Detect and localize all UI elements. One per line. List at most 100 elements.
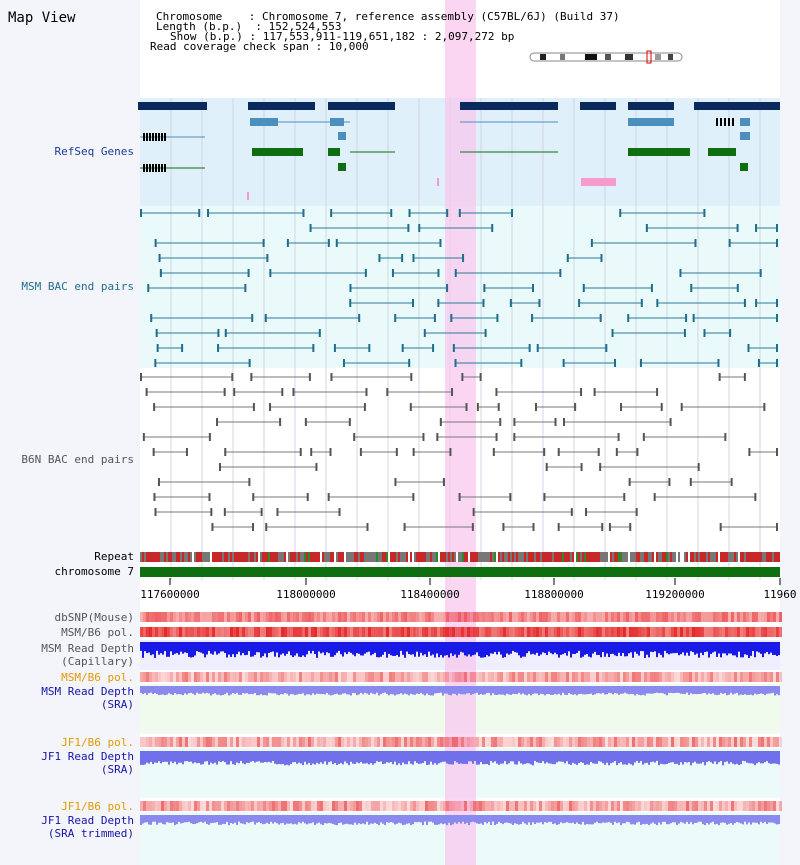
repeat-mark (598, 552, 600, 562)
heat-cell (719, 801, 722, 811)
heat-cell (446, 612, 449, 622)
depth-bar (340, 751, 342, 764)
depth-bar (542, 686, 544, 695)
track-label-msm-bac[interactable]: MSM BAC end pairs (21, 280, 134, 293)
track-label-b6n-bac[interactable]: B6N BAC end pairs (21, 453, 134, 466)
depth-bar (334, 815, 336, 825)
depth-bar (640, 815, 642, 825)
heat-cell (380, 627, 383, 637)
repeat-mark (504, 552, 506, 562)
depth-bar (486, 686, 488, 693)
heat-cell (362, 737, 365, 747)
depth-bar (196, 686, 198, 693)
gene-block (628, 148, 690, 156)
repeat-mark (614, 552, 616, 562)
depth-bar (368, 751, 370, 765)
bac-end (680, 403, 683, 411)
depth-bar (630, 642, 632, 653)
heat-cell (239, 672, 242, 682)
depth-bar (220, 815, 222, 825)
depth-bar (742, 686, 744, 695)
depth-bar (712, 751, 714, 764)
heat-cell (536, 627, 539, 637)
heat-cell (425, 612, 428, 622)
info-length-value: 152,524,553 (268, 20, 342, 33)
depth-bar (506, 751, 508, 765)
bac-end (394, 478, 397, 486)
depth-bar (372, 686, 374, 694)
bac-end (348, 418, 351, 426)
heat-cell (674, 612, 677, 622)
depth-bar (598, 686, 600, 694)
depth-bar (180, 751, 182, 763)
heat-cell (209, 672, 212, 682)
heat-cell (533, 801, 536, 811)
depth-bar (418, 686, 420, 695)
depth-bar (764, 686, 766, 696)
heat-cell (677, 737, 680, 747)
depth-bar (348, 815, 350, 825)
depth-bar (292, 815, 294, 825)
ideogram-band (655, 54, 661, 60)
depth-bar (302, 815, 304, 822)
heat-cell (623, 612, 626, 622)
depth-bar (340, 686, 342, 695)
heat-cell (290, 612, 293, 622)
depth-bar (670, 686, 672, 693)
depth-bar (586, 642, 588, 655)
depth-bar (750, 751, 752, 764)
heat-cell (725, 672, 728, 682)
heat-cell (620, 737, 623, 747)
heat-cell (473, 612, 476, 622)
exon-tick (149, 164, 151, 172)
repeat-mark (190, 552, 192, 562)
depth-bar (166, 751, 168, 762)
heat-cell (599, 612, 602, 622)
depth-bar (290, 751, 292, 764)
depth-bar (654, 642, 656, 652)
depth-bar (646, 815, 648, 824)
heat-cell (398, 672, 401, 682)
heat-cell (488, 627, 491, 637)
bac-end (436, 433, 439, 441)
heat-cell (740, 737, 743, 747)
heat-cell (764, 672, 767, 682)
heat-cell (251, 672, 254, 682)
heat-cell (290, 672, 293, 682)
depth-bar (410, 642, 412, 655)
bac-end (349, 299, 352, 307)
heat-cell (215, 672, 218, 682)
heat-cell (302, 612, 305, 622)
heat-cell (230, 627, 233, 637)
repeat-mark (432, 552, 434, 562)
heat-cell (710, 627, 713, 637)
repeat-mark (742, 552, 744, 562)
repeat-mark (570, 552, 572, 562)
repeat-mark (552, 552, 554, 562)
depth-bar (650, 686, 652, 694)
repeat-mark (508, 552, 510, 562)
heat-cell (728, 737, 731, 747)
heat-cell (620, 627, 623, 637)
heat-cell (305, 737, 308, 747)
heat-cell (347, 801, 350, 811)
depth-bar (352, 815, 354, 825)
bac-end (729, 329, 732, 337)
heat-cell (347, 612, 350, 622)
depth-bar (240, 642, 242, 656)
depth-bar (390, 686, 392, 695)
depth-bar (572, 686, 574, 695)
axis-tick-label: 11960 (763, 588, 797, 601)
heat-cell (278, 627, 281, 637)
heat-cell (569, 627, 572, 637)
bac-end (513, 418, 516, 426)
depth-bar (212, 815, 214, 823)
track-label-refseq-genes[interactable]: RefSeq Genes (54, 145, 134, 158)
depth-bar (646, 686, 648, 694)
heat-cell (470, 737, 473, 747)
depth-bar (360, 815, 362, 825)
heat-cell (356, 801, 359, 811)
depth-bar (352, 751, 354, 764)
depth-bar (196, 815, 198, 824)
